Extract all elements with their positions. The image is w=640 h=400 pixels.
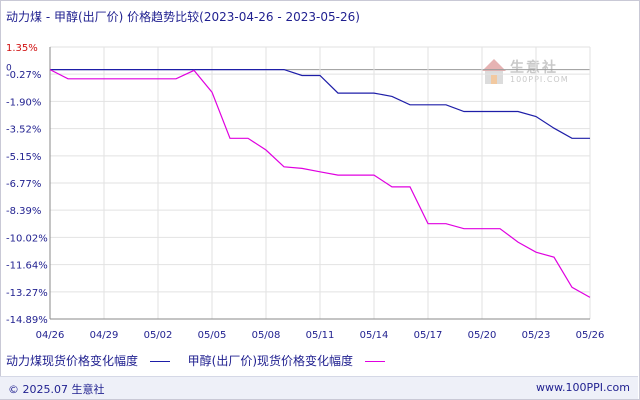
footer-copyright: © 2025.07 生意社 [8,383,105,396]
watermark-text: 生意社 [510,60,558,76]
legend-swatch-thermal-coal [149,361,170,362]
legend-swatch-methanol [364,361,385,362]
y-tick-label: -0.27% [6,70,41,81]
series-layer [49,68,591,298]
y-tick-label: -13.27% [6,288,48,299]
grid-layer [49,46,591,320]
legend-label-methanol: 甲醇(出厂价)现货价格变化幅度 [187,354,354,368]
x-tick-label: 05/17 [414,330,443,341]
zero-label: 0 [6,64,12,74]
axis-layer [49,47,590,320]
x-tick-label: 05/20 [468,330,497,341]
x-tick-label: 05/02 [144,330,173,341]
y-tick-label: -8.39% [6,206,41,217]
x-tick-label: 05/14 [360,330,389,341]
legend-label-thermal-coal: 动力煤现货价格变化幅度 [6,354,139,368]
label-layer: 1.35% -0.27% -1.90% -3.52% -5.15% -6.77% -8.39… [6,43,604,341]
y-tick-label: 1.35% [6,43,38,54]
x-tick-label: 04/26 [36,330,65,341]
x-tick-label: 05/26 [576,330,605,341]
x-tick-label: 05/05 [198,330,227,341]
x-tick-label: 05/23 [522,330,551,341]
y-tick-label: -5.15% [6,152,41,163]
footer-website-link[interactable]: www.100PPI.com [536,381,630,394]
x-tick-label: 05/08 [252,330,281,341]
watermark-subtext: 100PPI.COM [510,75,569,84]
legend: 动力煤现货价格变化幅度 甲醇(出厂价)现货价格变化幅度 [6,352,399,368]
y-tick-label: -10.02% [6,233,48,244]
legend-item-thermal-coal: 动力煤现货价格变化幅度 [6,352,170,369]
y-tick-label: -6.77% [6,179,41,190]
series-line-thermal-coal [50,68,590,139]
x-tick-label: 05/11 [306,330,335,341]
y-tick-label: -3.52% [6,125,41,136]
series-line-methanol [49,69,591,298]
y-tick-label: -14.89% [6,315,48,326]
y-tick-label: -11.64% [6,261,48,272]
y-tick-label: -1.90% [6,97,41,108]
legend-item-methanol: 甲醇(出厂价)现货价格变化幅度 [188,352,385,369]
x-tick-label: 04/29 [90,330,119,341]
watermark: 生意社 100PPI.COM [480,55,580,89]
chart-title: 动力煤 - 甲醇(出厂价) 价格趋势比较(2023-04-26 - 2023-0… [6,10,360,24]
footer: © 2025.07 生意社 www.100PPI.com [0,376,638,399]
